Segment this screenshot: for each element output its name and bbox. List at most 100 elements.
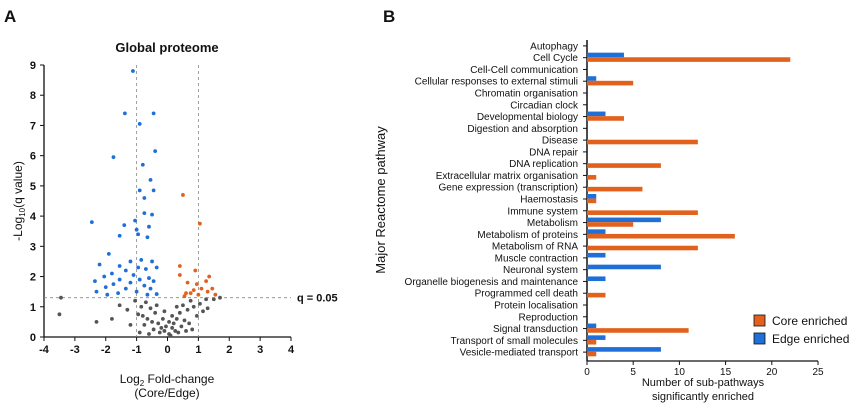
volcano-point-blue [137, 122, 142, 126]
category-label: Cell Cycle [533, 53, 578, 64]
volcano-point-blue [131, 273, 136, 277]
volcano-point-blue [105, 292, 110, 297]
volcano-point-grey [171, 321, 176, 326]
volcano-point-orange [207, 274, 212, 279]
x-tick-label: 0 [164, 344, 170, 356]
category-label: Metabolism of RNA [492, 242, 578, 253]
category-label: Reproduction [519, 312, 578, 323]
legend-label-edge: Edge enriched [772, 332, 849, 346]
y-tick-label: 9 [30, 60, 36, 72]
volcano-point-orange [205, 289, 210, 294]
category-label: Muscle contraction [495, 253, 578, 264]
volcano-point-grey [147, 332, 151, 336]
volcano-point-orange [213, 292, 218, 297]
y-tick-label: 6 [30, 151, 36, 163]
volcano-point-grey [140, 313, 145, 318]
volcano-point-blue [136, 232, 141, 237]
volcano-point-grey [190, 327, 195, 332]
volcano-point-blue [103, 285, 108, 290]
volcano-point-blue [137, 277, 142, 282]
volcano-point-grey [167, 319, 171, 324]
category-label: DNA repair [529, 147, 579, 158]
volcano-point-orange [191, 288, 196, 293]
volcano-y-axis-title: -Log10(q value) [11, 161, 27, 241]
x-tick-label: -3 [70, 344, 80, 356]
x-tick-label: -4 [39, 344, 50, 356]
volcano-point-orange [199, 286, 204, 291]
volcano-point-grey [204, 297, 208, 302]
volcano-point-blue [134, 289, 139, 294]
category-label: Circadian clock [510, 100, 579, 111]
volcano-point-grey [185, 307, 190, 312]
volcano-point-blue [148, 286, 153, 291]
category-label: Digestion and absorption [467, 124, 578, 135]
bar-edge [587, 76, 597, 81]
volcano-point-grey [218, 295, 222, 300]
x-tick-label: 1 [195, 344, 201, 356]
volcano-point-blue [148, 177, 153, 182]
volcano-point-blue [151, 111, 156, 116]
category-label: DNA replication [509, 159, 578, 170]
panel-label-b: B [383, 7, 395, 26]
volcano-point-grey [181, 303, 185, 308]
y-tick-label: 4 [30, 211, 37, 223]
x-tick-label: 5 [630, 367, 636, 378]
bar-core [587, 175, 597, 180]
volcano-title: Global proteome [115, 40, 218, 55]
category-label: Autophagy [530, 41, 578, 52]
panel-label-a: A [4, 7, 16, 26]
volcano-point-grey [94, 319, 99, 324]
volcano-point-blue [110, 271, 114, 276]
category-label: Immune system [507, 206, 578, 217]
volcano-point-blue [153, 149, 158, 154]
bar-core [587, 233, 735, 239]
category-label: Neuronal system [503, 265, 578, 276]
bar-core [587, 198, 597, 204]
category-label: Organelle biogenesis and maintenance [405, 277, 579, 288]
volcano-point-blue [139, 258, 144, 262]
category-label: Protein localisation [494, 301, 578, 312]
volcano-point-blue [102, 274, 107, 279]
volcano-point-blue [111, 155, 116, 160]
volcano-point-grey [145, 316, 150, 321]
volcano-point-blue [122, 111, 127, 116]
volcano-point-grey [142, 323, 147, 327]
legend: Core enriched Edge enriched [753, 314, 849, 346]
volcano-x-axis-title-line2: (Core/Edge) [134, 386, 199, 400]
category-label: Chromatin organisation [475, 89, 578, 100]
bar-core [587, 245, 698, 251]
bar-edge [587, 194, 597, 199]
xlabel-rest: Fold-change [144, 372, 214, 386]
volcano-point-grey [205, 306, 210, 311]
volcano-point-grey [188, 298, 193, 303]
volcano-point-grey [187, 321, 192, 326]
volcano-point-grey [157, 330, 162, 335]
volcano-point-blue [134, 227, 139, 232]
bar-edge [587, 52, 624, 58]
volcano-point-orange [196, 292, 201, 297]
bar-core [587, 80, 634, 86]
volcano-point-orange [188, 291, 193, 296]
category-label: Disease [542, 136, 579, 147]
bar-edge [587, 347, 661, 352]
category-label: Vesicle-mediated transport [460, 348, 579, 359]
volcano-point-grey [154, 303, 159, 308]
xlabel-sub: 2 [140, 379, 145, 388]
legend-label-core: Core enriched [772, 314, 847, 328]
volcano-point-blue [117, 277, 122, 282]
volcano-point-orange [177, 273, 182, 277]
x-tick-label: 4 [288, 344, 295, 356]
volcano-point-grey [179, 324, 184, 329]
volcano-point-grey [160, 316, 165, 321]
bar-edge [587, 111, 606, 117]
volcano-point-blue [151, 279, 156, 283]
bar-core [587, 57, 791, 62]
bar-edge [587, 229, 606, 234]
volcano-point-grey [136, 312, 141, 317]
svg-text:-Log10(q value): -Log10(q value) [11, 161, 27, 241]
volcano-point-grey [117, 303, 122, 308]
volcano-point-blue [145, 292, 150, 297]
volcano-point-grey [164, 324, 168, 329]
volcano-point-blue [94, 289, 99, 294]
